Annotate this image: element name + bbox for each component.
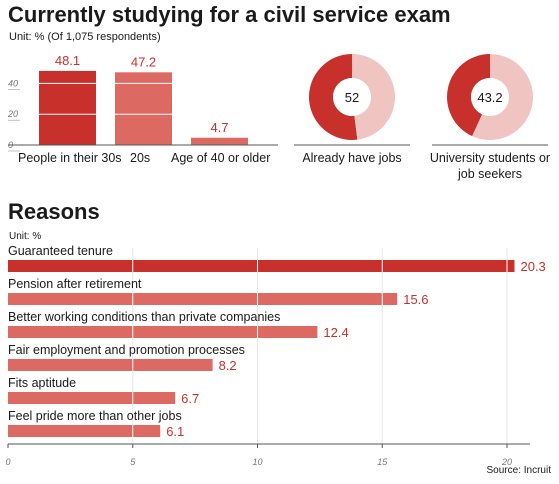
donut-value-label: 43.2 [477, 90, 502, 105]
age-value-label: 48.1 [55, 53, 80, 68]
page-title: Currently studying for a civil service e… [8, 2, 451, 27]
reason-label: Guaranteed tenure [8, 244, 113, 258]
donut-hole [471, 78, 509, 116]
reasons-title: Reasons [8, 199, 100, 224]
reason-bar [8, 260, 515, 272]
source-note: Source: Incruit [486, 465, 551, 476]
y-tick-label: 40 [8, 78, 18, 88]
donut-slice-primary [447, 54, 490, 137]
reason-value-label: 6.7 [181, 391, 199, 406]
age-category-label: People in their 30s [18, 151, 122, 165]
unit-note: Unit: % (Of 1,075 respondents) [9, 31, 161, 43]
donut-slice-primary [309, 54, 358, 140]
reason-bar [8, 326, 318, 338]
age-bar [39, 70, 96, 145]
reason-value-label: 12.4 [323, 325, 348, 340]
age-value-label: 47.2 [131, 54, 156, 69]
y-tick-label: 20 [7, 109, 18, 119]
donut-slice-rest [472, 54, 534, 141]
reason-label: Feel pride more than other jobs [8, 409, 182, 423]
reason-label: Fair employment and promotion processes [8, 343, 245, 357]
reason-bar [8, 293, 398, 305]
reason-bar [8, 392, 176, 404]
x-tick-label: 10 [252, 457, 262, 467]
donut-category-label: Already have jobs [302, 151, 401, 165]
reason-bar [8, 359, 213, 371]
donut-category-label: University students or [430, 151, 550, 165]
x-tick-label: 0 [5, 457, 10, 467]
reason-bar [8, 425, 161, 437]
age-category-label: Age of 40 or older [171, 151, 270, 165]
reason-value-label: 8.2 [219, 358, 237, 373]
x-tick-label: 20 [501, 457, 512, 467]
x-tick-label: 15 [377, 457, 388, 467]
reason-value-label: 15.6 [403, 292, 428, 307]
donut-hole [333, 78, 371, 116]
reasons-unit-note: Unit: % [9, 231, 42, 242]
donut-value-label: 52 [345, 90, 359, 105]
reason-value-label: 20.3 [520, 259, 545, 274]
reason-value-label: 6.1 [166, 424, 184, 439]
age-bar [191, 137, 248, 145]
x-tick-label: 5 [130, 457, 136, 467]
reason-label: Pension after retirement [8, 277, 142, 291]
age-bar [115, 72, 172, 145]
age-category-label: 20s [130, 151, 150, 165]
donut-slice-rest [352, 54, 396, 140]
reason-label: Fits aptitude [8, 376, 76, 390]
donut-category-label: job seekers [457, 167, 522, 181]
reason-label: Better working conditions than private c… [8, 310, 280, 324]
age-value-label: 4.7 [210, 120, 228, 135]
